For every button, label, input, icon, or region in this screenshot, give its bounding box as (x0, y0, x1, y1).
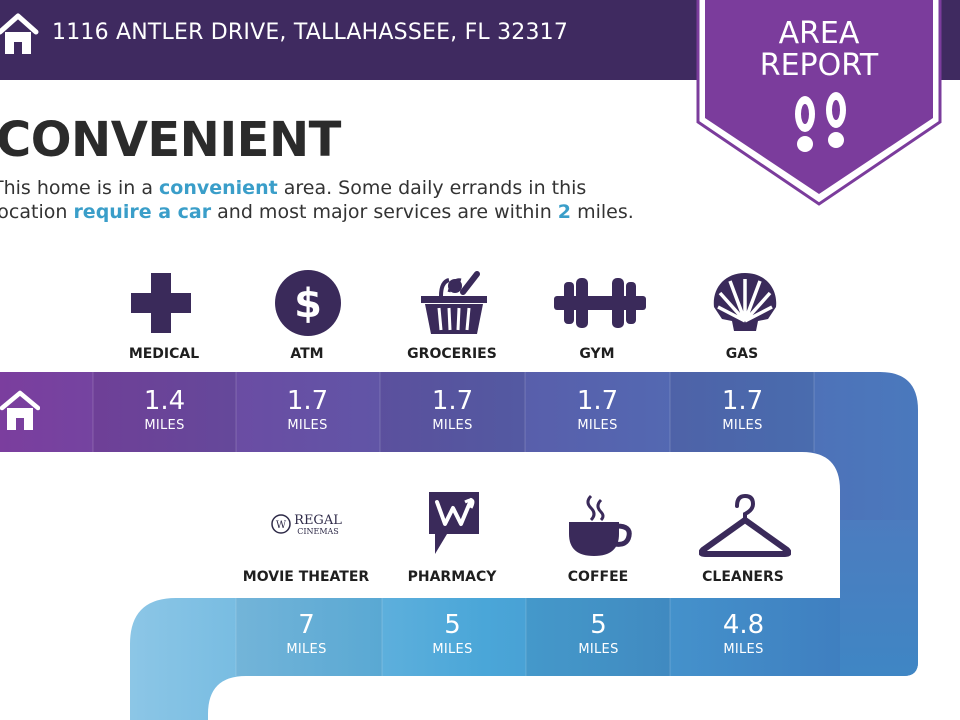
distance-value: 5 (444, 610, 461, 640)
category-label: PHARMACY (407, 569, 497, 585)
distance-cell: 1.7 MILES (381, 374, 524, 452)
distance-value: 4.8 (722, 610, 765, 640)
home-icon (0, 13, 39, 54)
svg-text:$: $ (294, 281, 322, 327)
cell-shade (93, 372, 236, 452)
description-highlight: convenient (159, 177, 278, 199)
description-text: miles. (571, 201, 634, 223)
distance-value: 1.7 (721, 386, 764, 416)
distance-unit: MILES (144, 418, 185, 433)
distance-unit: MILES (577, 418, 618, 433)
description: This home is in a convenient area. Some … (0, 176, 712, 224)
distance-unit: MILES (287, 418, 328, 433)
description-text: area. Some daily errands in this (277, 177, 587, 199)
distance-cell: 5 MILES (527, 598, 670, 676)
category-label: CLEANERS (702, 569, 784, 585)
category-label: ATM (290, 346, 324, 362)
category-label: MOVIE THEATER (242, 569, 370, 585)
cell-shade (380, 372, 525, 452)
distance-cell: 1.7 MILES (526, 374, 669, 452)
distance-value: 1.7 (286, 386, 329, 416)
distance-unit: MILES (578, 642, 619, 657)
distance-unit: MILES (286, 642, 327, 657)
regal-mark: W (276, 520, 287, 531)
category-label: GROCERIES (407, 346, 497, 362)
distance-cell: 1.7 MILES (671, 374, 814, 452)
distance-cell: 5 MILES (381, 598, 524, 676)
distance-cell: 1.4 MILES (93, 374, 236, 452)
distance-value: 1.4 (143, 386, 186, 416)
distance-value: 7 (298, 610, 315, 640)
distance-value: 1.7 (576, 386, 619, 416)
distance-road (0, 372, 918, 720)
distance-unit: MILES (722, 418, 763, 433)
area-report-badge (696, 0, 942, 206)
distance-cell: 4.8 MILES (672, 598, 815, 676)
dumbbell-icon (540, 268, 660, 338)
badge-line1: AREA (778, 16, 860, 51)
badge-title: AREA REPORT (696, 18, 942, 82)
footprints-icon (795, 92, 846, 152)
cell-shade (236, 598, 382, 676)
distance-value: 5 (590, 610, 607, 640)
coffee-cup-icon (540, 490, 660, 560)
home-icon (0, 390, 40, 430)
category-label: COFFEE (567, 569, 629, 585)
regal-line2: CINEMAS (297, 527, 339, 536)
description-text: and most major services are within (211, 201, 558, 223)
category-label: GAS (725, 346, 759, 362)
shell-icon (685, 268, 805, 338)
category-label: GYM (579, 346, 615, 362)
category-label: MEDICAL (128, 346, 200, 362)
cell-shade (670, 372, 814, 452)
hanger-icon (685, 490, 805, 560)
description-text: location (0, 201, 74, 223)
regal-cinemas-logo: W REGAL CINEMAS (249, 490, 369, 560)
cell-shade (526, 598, 670, 676)
address: 1116 ANTLER DRIVE, TALLAHASSEE, FL 32317 (52, 20, 569, 45)
medical-cross-icon (101, 268, 221, 338)
walgreens-logo (394, 488, 514, 558)
distance-unit: MILES (723, 642, 764, 657)
description-highlight: require a car (73, 201, 212, 223)
distance-unit: MILES (432, 642, 473, 657)
distance-unit: MILES (432, 418, 473, 433)
regal-line1: REGAL (294, 513, 342, 528)
description-text: This home is in a (0, 177, 160, 199)
badge-line2: REPORT (759, 48, 879, 83)
distance-cell: 7 MILES (235, 598, 378, 676)
dollar-coin-icon: $ (248, 268, 368, 338)
page-title: CONVENIENT (0, 112, 341, 168)
distance-value: 1.7 (431, 386, 474, 416)
description-highlight: 2 (557, 201, 572, 223)
grocery-basket-icon (394, 268, 514, 338)
distance-cell: 1.7 MILES (236, 374, 379, 452)
